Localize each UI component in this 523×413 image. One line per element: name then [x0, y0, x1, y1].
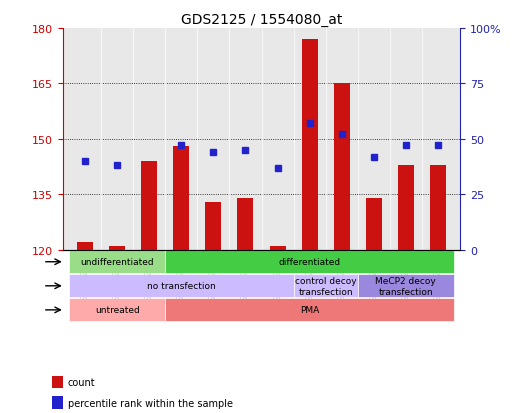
FancyBboxPatch shape: [69, 299, 165, 322]
Bar: [397, 165, 414, 250]
Bar: [173, 147, 189, 250]
Text: untreated: untreated: [95, 306, 140, 315]
Text: percentile rank within the sample: percentile rank within the sample: [68, 398, 233, 408]
Bar: [269, 247, 286, 250]
Bar: [141, 161, 157, 250]
Bar: [109, 247, 126, 250]
Bar: [430, 165, 446, 250]
FancyBboxPatch shape: [358, 275, 454, 298]
Text: no transfection: no transfection: [147, 282, 216, 291]
Bar: [52, 376, 63, 388]
FancyBboxPatch shape: [69, 275, 293, 298]
Bar: [334, 84, 350, 250]
Bar: [366, 199, 382, 250]
Text: PMA: PMA: [300, 306, 319, 315]
Bar: [206, 202, 221, 250]
Bar: [52, 396, 63, 409]
Text: undifferentiated: undifferentiated: [81, 258, 154, 267]
Text: differentiated: differentiated: [279, 258, 340, 267]
FancyBboxPatch shape: [69, 251, 165, 274]
Title: GDS2125 / 1554080_at: GDS2125 / 1554080_at: [181, 12, 342, 26]
Bar: [302, 40, 317, 250]
Bar: [77, 243, 93, 250]
FancyBboxPatch shape: [293, 275, 358, 298]
FancyBboxPatch shape: [165, 299, 454, 322]
Bar: [237, 199, 254, 250]
Text: control decoy
transfection: control decoy transfection: [295, 276, 356, 296]
Text: count: count: [68, 377, 96, 387]
FancyBboxPatch shape: [165, 251, 454, 274]
Text: MeCP2 decoy
transfection: MeCP2 decoy transfection: [376, 276, 436, 296]
